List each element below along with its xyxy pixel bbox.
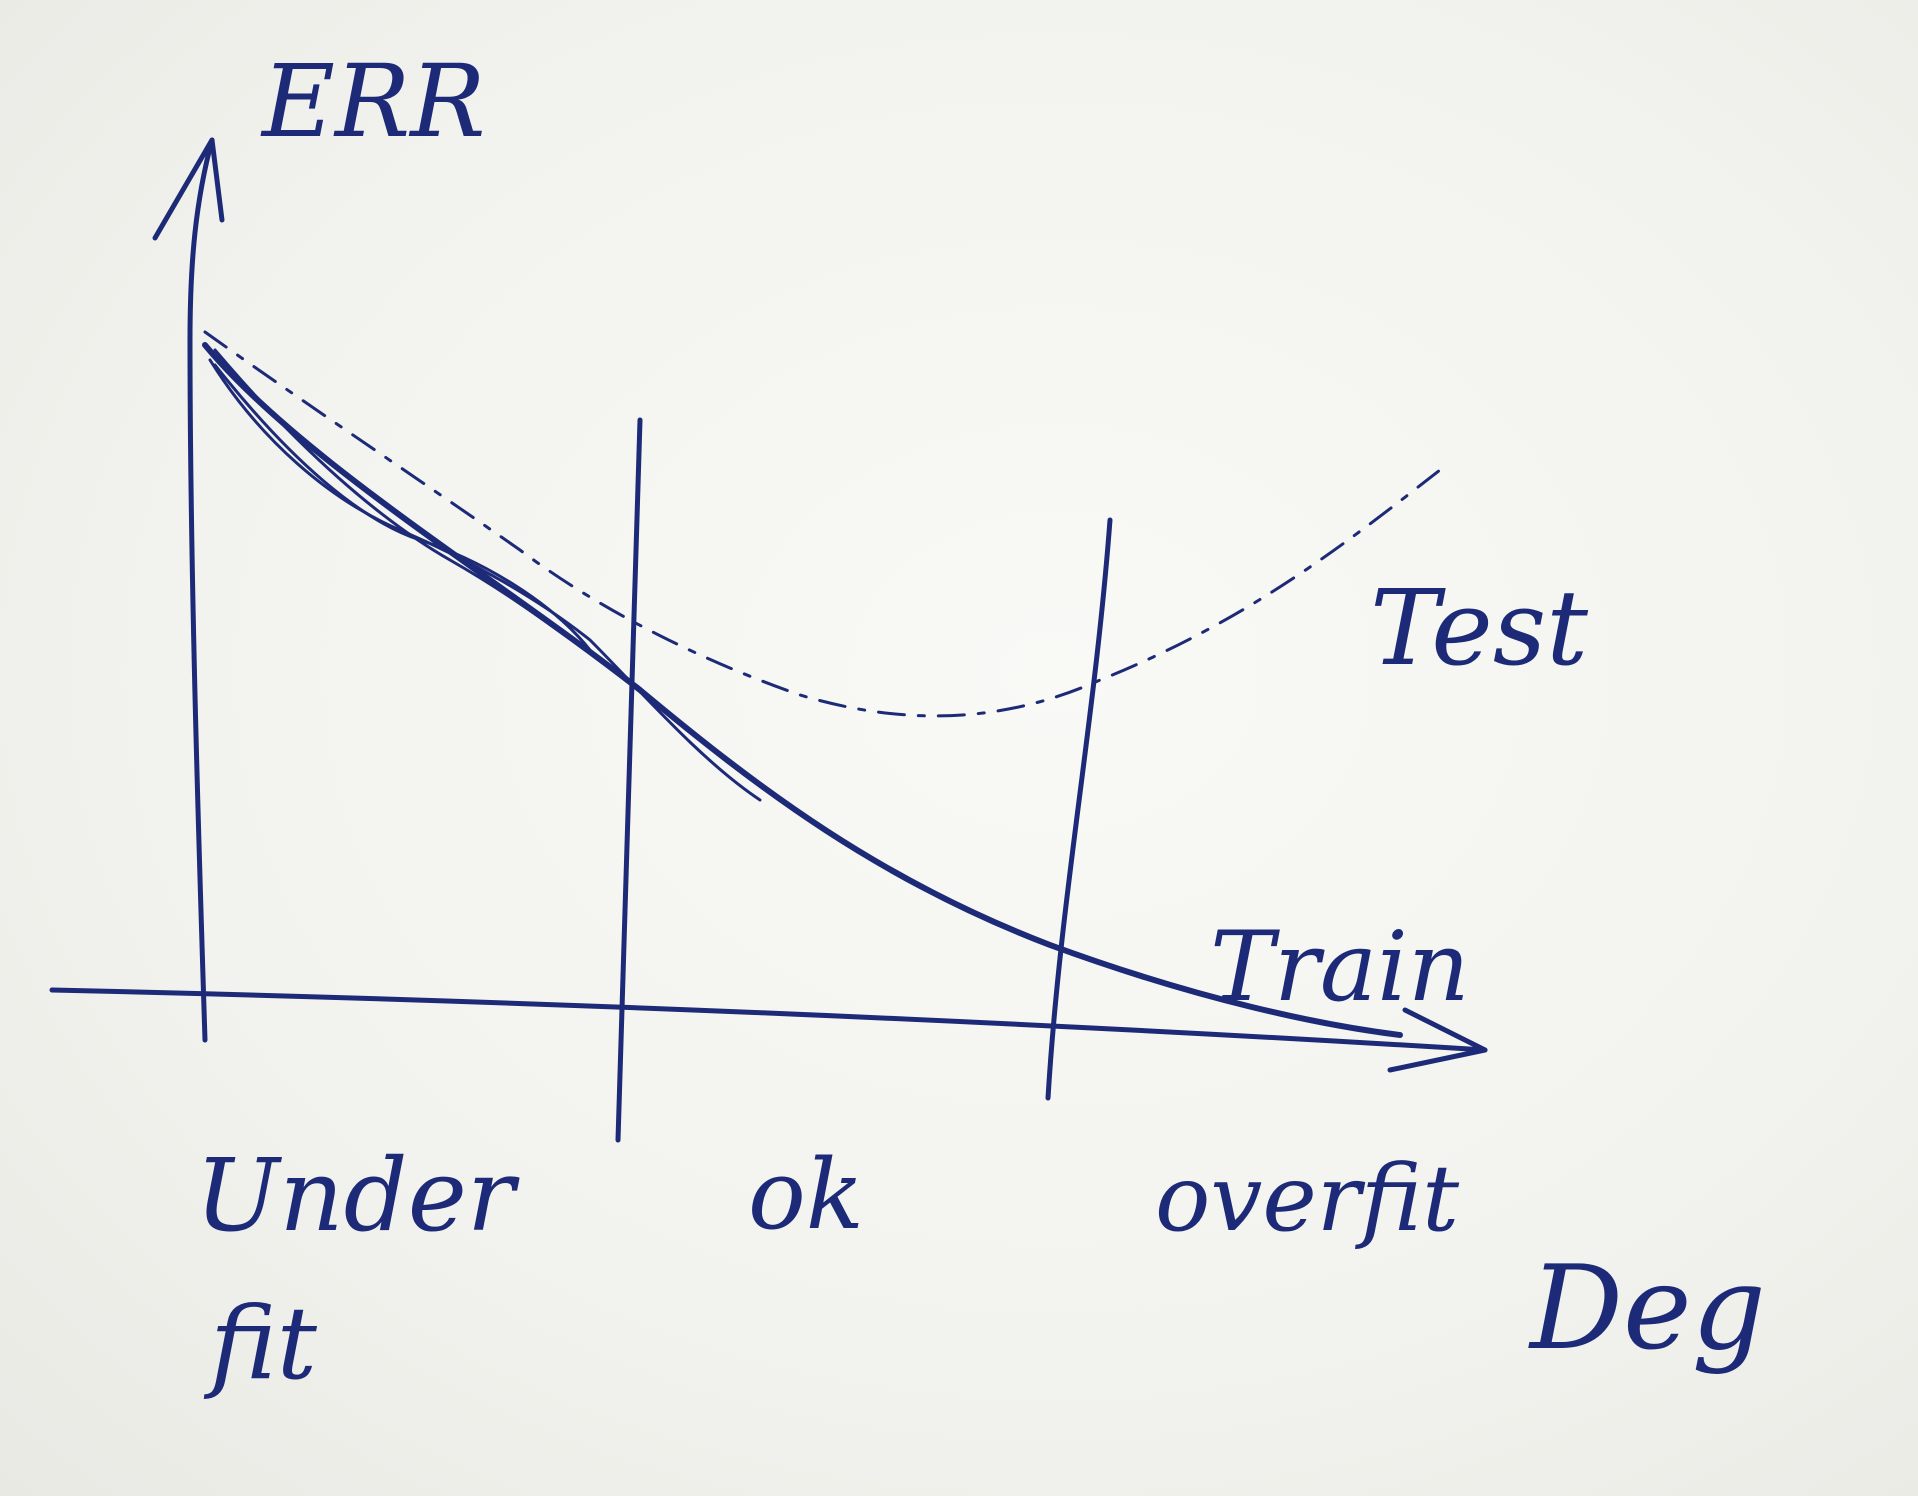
x-axis: [49, 987, 1488, 1073]
x-axis-line: [49, 987, 1488, 1053]
train-error-stroke-4: [213, 363, 592, 652]
x-axis-arrowhead: [1387, 1007, 1488, 1073]
divider-ok-overfit: [1045, 517, 1113, 1101]
region-label-overfit: overfit: [1155, 1145, 1460, 1252]
x-axis-label: Deg: [1528, 1241, 1766, 1376]
test-curve-label: Test: [1370, 567, 1588, 689]
test-error-curve: [203, 330, 1442, 718]
divider-underfit-ok: [615, 417, 643, 1143]
y-axis-line: [187, 137, 215, 1043]
train-error-stroke-3: [213, 348, 602, 662]
train-curve-label: Train: [1210, 911, 1470, 1023]
region-label-underfit-line2: fit: [203, 1285, 318, 1402]
train-error-curve: [202, 342, 1403, 1038]
region-label-underfit-line1: Under: [195, 1137, 520, 1254]
y-axis: [152, 137, 225, 1043]
train-error-stroke-main: [202, 342, 1403, 1038]
region-label-ok: ok: [748, 1139, 864, 1251]
y-axis-label: ERR: [260, 43, 486, 160]
train-error-stroke-2: [208, 358, 762, 802]
y-axis-arrowhead: [152, 137, 225, 241]
